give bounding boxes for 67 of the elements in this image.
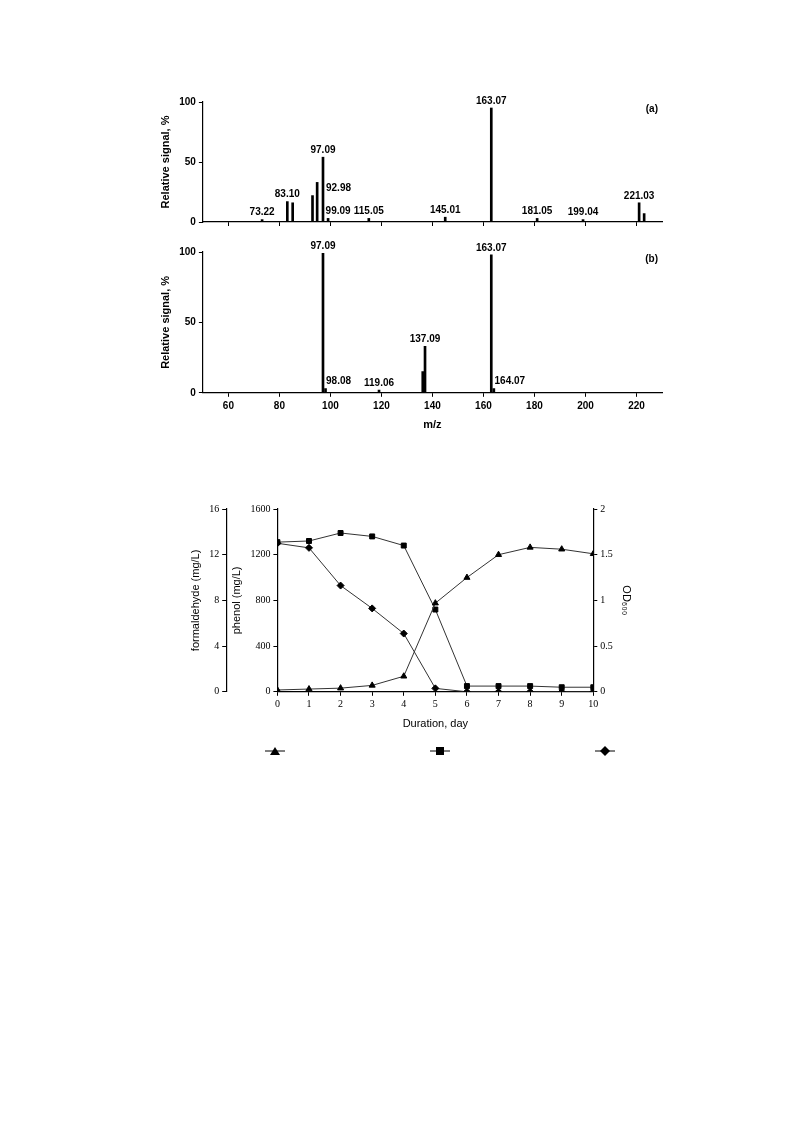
annotation: (a) xyxy=(645,102,658,114)
x-tick-label: 9 xyxy=(559,698,565,710)
y-tick-label: 100 xyxy=(179,245,197,257)
y2-axis-title: OD₆₀₀ xyxy=(621,585,634,616)
y2-tick-label: 1.5 xyxy=(600,548,613,560)
y-axis-title: phenol (mg/L) xyxy=(229,566,242,635)
y2-tick-label: 0 xyxy=(600,685,606,697)
x-tick-label: 4 xyxy=(401,698,407,710)
x-tick-label: 100 xyxy=(322,399,340,411)
x-tick-label: 60 xyxy=(222,399,235,411)
y-axis-title: Relative signal, % xyxy=(158,275,171,369)
y3-tick-label: 8 xyxy=(214,594,220,606)
x-tick-label: 220 xyxy=(628,399,646,411)
y3-tick-label: 4 xyxy=(214,639,220,651)
x-tick-label: 3 xyxy=(369,698,375,710)
y-tick-label: 0 xyxy=(190,386,197,398)
y-tick-label: 400 xyxy=(255,639,271,651)
x-tick-label: 80 xyxy=(273,399,286,411)
y2-tick-label: 0.5 xyxy=(600,639,613,651)
annotation: 199.04 xyxy=(567,206,599,218)
y-tick-label: 0 xyxy=(265,685,271,697)
y2-tick-label: 1 xyxy=(600,594,606,606)
x-tick-label: 160 xyxy=(475,399,493,411)
x-tick-label: 5 xyxy=(432,698,438,710)
annotation: 98.08 xyxy=(326,375,352,387)
x-tick-label: 10 xyxy=(588,698,599,710)
y-tick-label: 50 xyxy=(184,155,197,167)
x-tick-label: 6 xyxy=(464,698,470,710)
annotation: 181.05 xyxy=(521,205,553,217)
x-tick-label: 8 xyxy=(527,698,533,710)
annotation: (b) xyxy=(645,252,658,264)
y-tick-label: 50 xyxy=(184,316,197,328)
x-tick-label: 2 xyxy=(338,698,344,710)
annotation: 163.07 xyxy=(475,94,508,106)
x-tick-label: 1 xyxy=(306,698,312,710)
annotation: 99.09 xyxy=(325,205,352,217)
x-tick-label: 0 xyxy=(274,698,280,710)
y3-axis-title: formaldehyde (mg/L) xyxy=(188,549,201,652)
annotation: 115.05 xyxy=(353,205,385,217)
y-axis-title: Relative signal, % xyxy=(158,115,171,209)
x-axis-title: m/z xyxy=(423,418,443,431)
y3-tick-label: 12 xyxy=(209,548,220,560)
annotation: 97.09 xyxy=(310,143,336,155)
annotation: 97.09 xyxy=(310,240,336,252)
x-tick-label: 7 xyxy=(496,698,502,710)
y-tick-label: 1200 xyxy=(250,548,271,560)
y2-tick-label: 2 xyxy=(600,502,606,514)
annotation: 163.07 xyxy=(475,241,508,253)
y-tick-label: 1600 xyxy=(250,502,271,514)
x-tick-label: 120 xyxy=(373,399,391,411)
annotation: 73.22 xyxy=(249,206,276,218)
x-tick-label: 180 xyxy=(526,399,544,411)
annotation: 164.07 xyxy=(494,375,526,387)
annotation: 137.09 xyxy=(409,333,441,345)
annotation: 221.03 xyxy=(623,189,655,201)
y-tick-label: 800 xyxy=(255,594,271,606)
annotation: 145.01 xyxy=(429,203,461,215)
annotation: 119.06 xyxy=(364,376,395,388)
y3-tick-label: 0 xyxy=(214,685,220,697)
y-tick-label: 0 xyxy=(190,215,197,227)
y3-tick-label: 16 xyxy=(209,502,220,514)
x-tick-label: 140 xyxy=(424,399,442,411)
annotation: 83.10 xyxy=(274,188,301,200)
y-tick-label: 100 xyxy=(179,95,197,107)
annotation: 92.98 xyxy=(326,182,352,194)
x-axis-title: Duration, day xyxy=(402,717,469,730)
x-tick-label: 200 xyxy=(577,399,595,411)
